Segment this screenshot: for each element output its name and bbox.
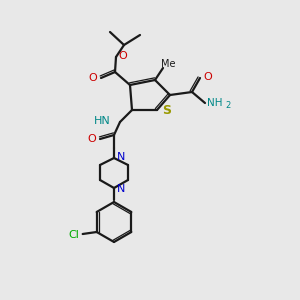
Text: N: N [117, 184, 125, 194]
Text: O: O [88, 134, 96, 144]
Text: NH: NH [207, 98, 223, 108]
Text: O: O [118, 51, 127, 61]
Text: Cl: Cl [68, 230, 79, 240]
Text: O: O [88, 73, 98, 83]
Text: S: S [163, 104, 172, 118]
Text: O: O [204, 72, 212, 82]
Text: N: N [117, 152, 125, 162]
Text: Me: Me [161, 59, 175, 69]
Text: 2: 2 [225, 101, 231, 110]
Text: HN: HN [94, 116, 111, 126]
